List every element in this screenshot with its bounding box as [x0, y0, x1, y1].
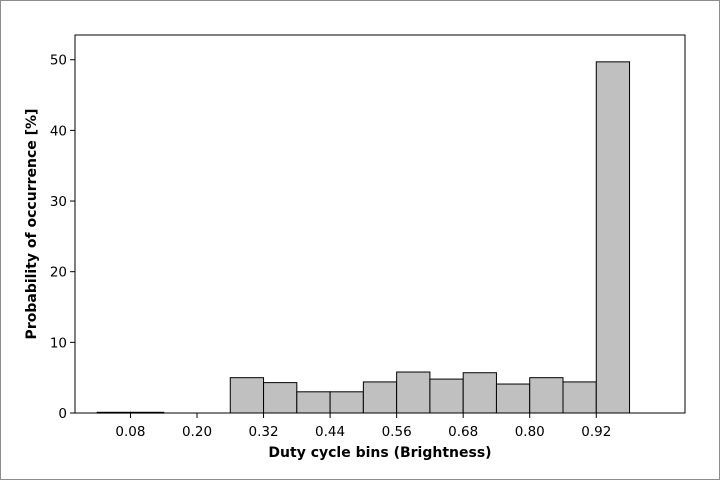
plot-area [74, 34, 686, 414]
x-tick-label: 0.20 [182, 424, 212, 440]
x-tick-label: 0.56 [382, 424, 412, 440]
y-tick-label: 20 [50, 265, 67, 281]
histogram-bar [296, 391, 331, 414]
histogram-bar [429, 378, 464, 414]
x-tick-label: 0.44 [315, 424, 345, 440]
y-axis-label: Probability of occurrence [%] [24, 109, 40, 340]
x-tick-label: 0.92 [581, 424, 611, 440]
y-axis-ticks: 0 10 20 30 40 50 [50, 53, 75, 422]
histogram-bar [263, 382, 298, 414]
histogram-bar [396, 371, 431, 414]
histogram-bar [462, 372, 497, 414]
y-tick-label: 40 [50, 123, 67, 139]
x-tick-label: 0.68 [448, 424, 478, 440]
y-tick-label: 0 [58, 406, 67, 422]
histogram-bar [529, 377, 564, 414]
histogram-bar [362, 381, 398, 414]
y-tick-label: 50 [50, 53, 67, 69]
y-tick-label: 10 [50, 335, 67, 351]
histogram-bar [595, 61, 631, 414]
histogram-bar [229, 377, 265, 414]
x-tick-label: 0.80 [515, 424, 545, 440]
histogram-bar [562, 381, 597, 414]
x-axis-label: Duty cycle bins (Brightness) [268, 445, 491, 461]
x-tick-label: 0.08 [115, 424, 145, 440]
bars-group [96, 61, 631, 414]
x-axis-ticks: 0.08 0.20 0.32 0.44 0.56 0.68 0.80 0.92 [115, 413, 611, 440]
y-tick-label: 30 [50, 194, 67, 210]
x-tick-label: 0.32 [249, 424, 279, 440]
histogram-bar [495, 383, 531, 414]
histogram-bar [329, 391, 364, 414]
